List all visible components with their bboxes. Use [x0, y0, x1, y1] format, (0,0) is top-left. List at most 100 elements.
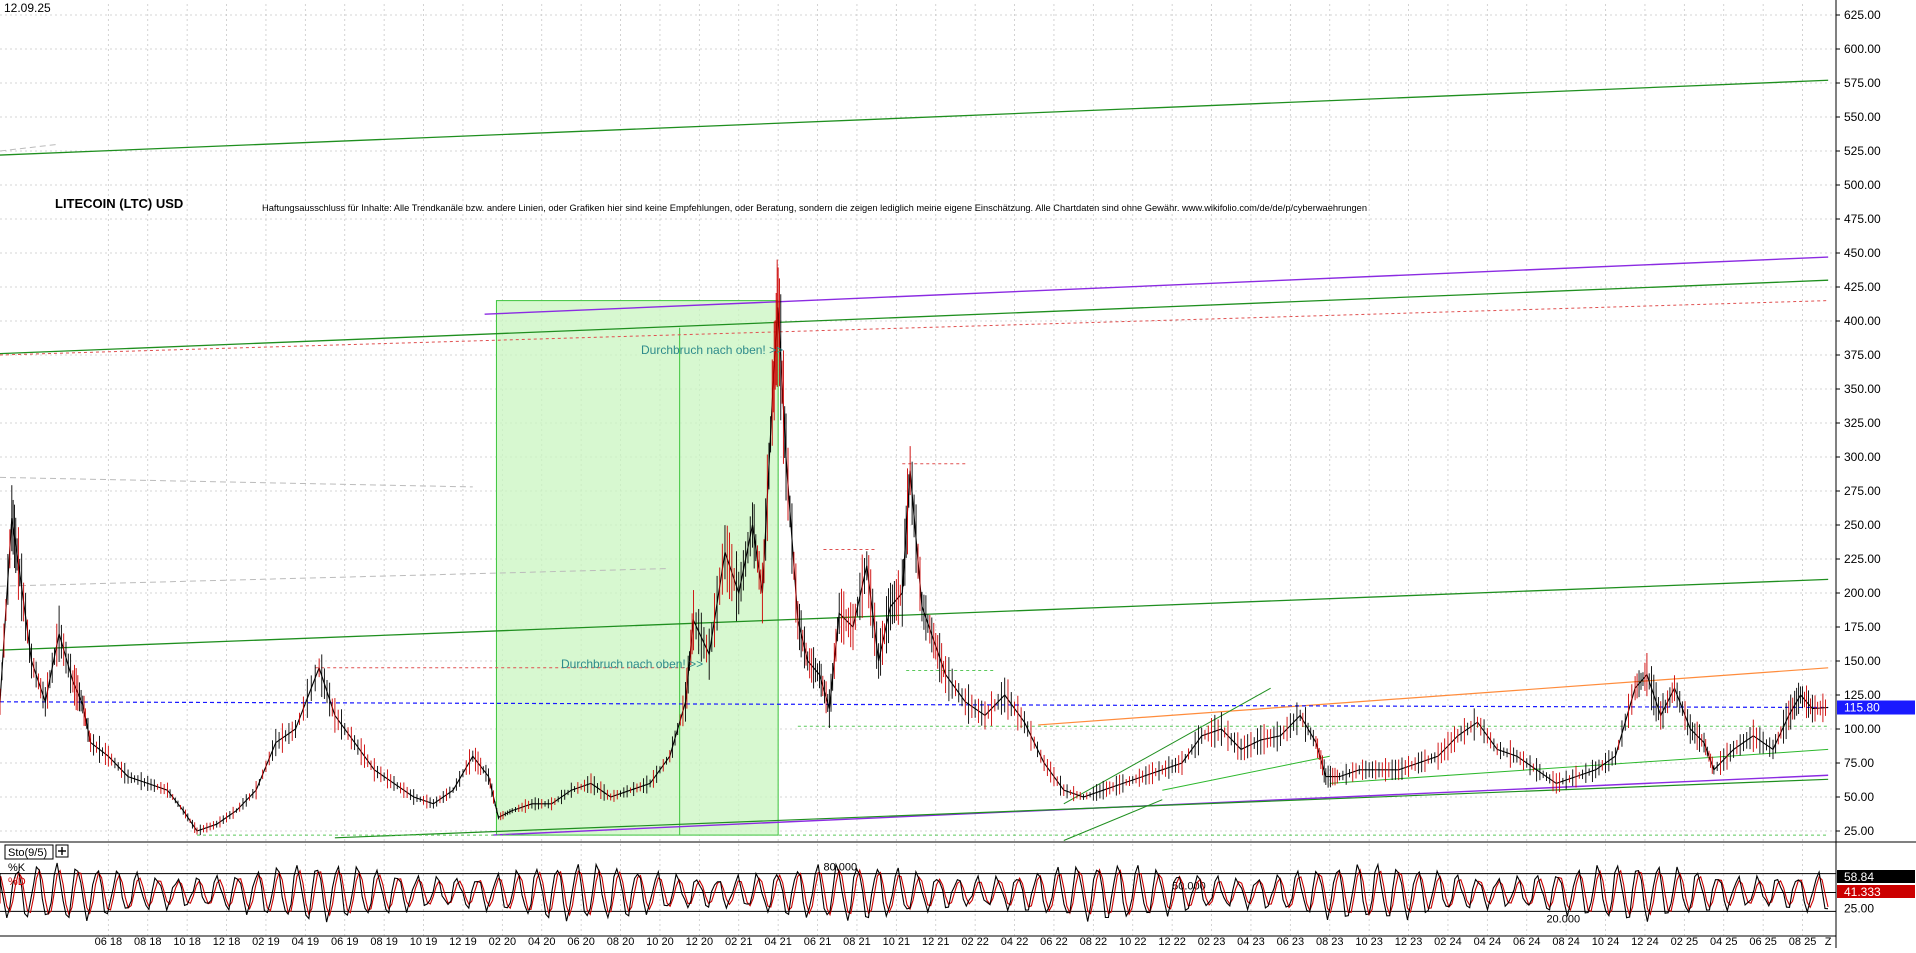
x-tick-label: 08 22 [1080, 936, 1108, 948]
x-tick-label: Z [1825, 936, 1832, 948]
indicator-label-box[interactable]: Sto(9/5) [4, 844, 54, 860]
trend-orange [1038, 667, 1829, 726]
chart-title: LITECOIN (LTC) USD [55, 196, 183, 211]
x-tick-label: 12 22 [1158, 936, 1186, 948]
last-price-value: 115.80 [1844, 701, 1880, 715]
x-tick-label: 12 19 [449, 936, 477, 948]
y-tick-label: 325.00 [1844, 416, 1881, 430]
x-tick-label: 02 24 [1434, 936, 1462, 948]
y-tick-label: 600.00 [1844, 42, 1881, 56]
y-tick-label: 75.00 [1844, 756, 1874, 770]
stoch-k-value: 58.84 [1844, 870, 1874, 884]
stoch-y-tick: 25.00 [1844, 901, 1874, 915]
x-tick-label: 06 25 [1749, 936, 1777, 948]
stochastic-d-label: %D [8, 876, 26, 888]
y-tick-label: 350.00 [1844, 382, 1881, 396]
price-series [0, 259, 1829, 836]
y-tick-label: 500.00 [1844, 178, 1881, 192]
x-tick-label: 12 20 [686, 936, 714, 948]
y-tick-label: 425.00 [1844, 280, 1881, 294]
x-tick-label: 08 20 [607, 936, 635, 948]
x-tick-label: 04 21 [764, 936, 792, 948]
x-tick-label: 02 22 [961, 936, 989, 948]
resistance-ath [0, 300, 1829, 356]
support-rising [1329, 748, 1829, 784]
x-tick-label: 04 19 [292, 936, 320, 948]
last-price-tag [1837, 700, 1915, 715]
disclaimer-text: Haftungsausschluss für Inhalte: Alle Tre… [262, 203, 1367, 213]
x-tick-label: 10 21 [883, 936, 911, 948]
x-tick-label: 04 23 [1237, 936, 1265, 948]
stoch-k-line [0, 862, 1829, 923]
stoch-level-label: 80.000 [823, 862, 857, 874]
y-tick-label: 400.00 [1844, 314, 1881, 328]
x-tick-label: 04 22 [1001, 936, 1029, 948]
x-tick-label: 06 24 [1513, 936, 1541, 948]
y-tick-label: 200.00 [1844, 586, 1881, 600]
x-tick-label: 02 19 [252, 936, 280, 948]
x-tick-label: 10 20 [646, 936, 674, 948]
stoch-level-label: 20.000 [1546, 913, 1580, 925]
x-tick-label: 06 20 [567, 936, 595, 948]
x-tick-label: 06 19 [331, 936, 359, 948]
x-tick-label: 08 24 [1552, 936, 1580, 948]
stochastic-title: Sto(9/5) [8, 847, 47, 859]
x-tick-label: 10 19 [410, 936, 438, 948]
chart-date: 12.09.25 [4, 1, 51, 15]
indicator-settings-icon[interactable] [55, 844, 69, 858]
y-tick-label: 575.00 [1844, 76, 1881, 90]
stoch-d-value: 41.333 [1844, 885, 1881, 899]
grey-arc-lower [0, 568, 670, 587]
stoch-k-tag [1837, 870, 1915, 883]
y-tick-label: 525.00 [1844, 144, 1881, 158]
x-tick-label: 02 25 [1671, 936, 1699, 948]
y-tick-label: 150.00 [1844, 654, 1881, 668]
x-tick-label: 10 24 [1592, 936, 1620, 948]
y-tick-label: 100.00 [1844, 722, 1881, 736]
y-tick-label: 25.00 [1844, 824, 1874, 838]
x-tick-label: 10 18 [173, 936, 201, 948]
x-tick-label: 08 25 [1789, 936, 1817, 948]
y-tick-label: 175.00 [1844, 620, 1881, 634]
trend-short-base [1063, 799, 1163, 841]
x-tick-label: 12 21 [922, 936, 950, 948]
x-tick-label: 02 20 [489, 936, 517, 948]
x-tick-label: 02 21 [725, 936, 753, 948]
rally-highlight-box [495, 300, 779, 836]
y-tick-label: 300.00 [1844, 450, 1881, 464]
y-tick-label: 625.00 [1844, 8, 1881, 22]
trend-purple-upper [484, 256, 1829, 315]
x-tick-label: 08 21 [843, 936, 871, 948]
x-tick-label: 02 23 [1198, 936, 1226, 948]
x-tick-label: 10 22 [1119, 936, 1147, 948]
y-tick-label: 50.00 [1844, 790, 1874, 804]
x-tick-label: 06 23 [1277, 936, 1305, 948]
x-tick-label: 08 18 [134, 936, 162, 948]
x-tick-label: 12 24 [1631, 936, 1659, 948]
x-tick-label: 06 18 [95, 936, 123, 948]
support-line [334, 778, 1829, 839]
trend-short-up [1063, 687, 1271, 805]
y-tick-label: 375.00 [1844, 348, 1881, 362]
x-tick-label: 06 22 [1040, 936, 1068, 948]
grid [0, 4, 1836, 936]
x-tick-label: 10 23 [1355, 936, 1383, 948]
stochastic-k-label: %K [8, 862, 26, 874]
trend-channel-top [0, 79, 1829, 156]
y-tick-label: 250.00 [1844, 518, 1881, 532]
grey-arc-upper [0, 476, 473, 488]
y-tick-label: 550.00 [1844, 110, 1881, 124]
stoch-d-tag [1837, 885, 1915, 898]
x-tick-label: 12 23 [1395, 936, 1423, 948]
y-tick-label: 475.00 [1844, 212, 1881, 226]
breakout-annotation-upper: Durchbruch nach oben! >> [641, 343, 783, 357]
trend-short-mid [1162, 755, 1330, 791]
y-tick-label: 450.00 [1844, 246, 1881, 260]
drawn-trendlines [0, 79, 1829, 841]
stoch-d-line [0, 868, 1829, 917]
x-tick-label: 04 25 [1710, 936, 1738, 948]
